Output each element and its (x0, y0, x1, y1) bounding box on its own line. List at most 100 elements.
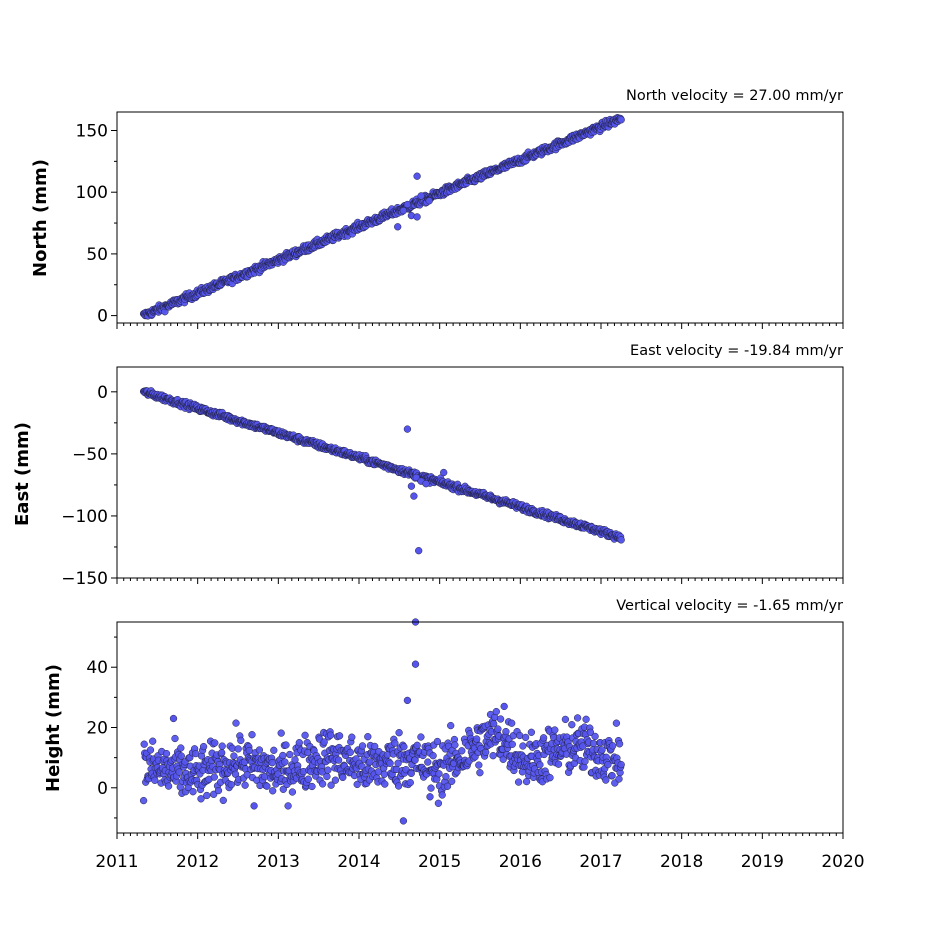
data-point (407, 769, 415, 778)
data-point (609, 742, 617, 750)
data-point (615, 775, 623, 783)
outlier-point (425, 197, 433, 205)
outlier-point (422, 480, 430, 488)
data-point (591, 732, 599, 741)
east-y-axis-label: East (mm) (12, 422, 33, 526)
y-tick-label: −150 (61, 569, 108, 589)
data-point (203, 791, 211, 800)
data-point (527, 728, 536, 736)
east-panel: East velocity = -19.84 mm/yr East (mm) 0… (12, 343, 844, 589)
x-tick-label: 2020 (821, 852, 864, 872)
x-tick-label: 2018 (660, 852, 703, 872)
data-point (391, 739, 399, 747)
data-point (324, 766, 332, 774)
outlier-point (413, 172, 421, 180)
data-point (171, 734, 179, 743)
outlier-point (415, 547, 423, 555)
data-point (146, 746, 155, 754)
data-point (473, 735, 481, 743)
data-point (582, 715, 590, 723)
data-point (234, 745, 242, 753)
data-point (521, 733, 530, 742)
data-point (237, 736, 245, 745)
data-point (288, 788, 297, 796)
data-point (308, 782, 316, 791)
data-point (447, 721, 455, 730)
outlier-point (169, 714, 178, 723)
height-data-points (139, 618, 625, 825)
height-panel: Vertical velocity = -1.65 mm/yr Height (… (43, 598, 844, 839)
data-point (413, 741, 421, 749)
height-panel-title: Vertical velocity = -1.65 mm/yr (616, 598, 843, 614)
data-point (214, 786, 223, 795)
data-point (232, 719, 240, 727)
data-point (442, 772, 450, 781)
outlier-point (440, 468, 448, 477)
data-point (429, 752, 437, 760)
north-plot-frame (116, 111, 844, 324)
data-point (615, 740, 624, 748)
y-tick-label: 20 (86, 719, 108, 739)
x-tick-label: 2011 (95, 852, 138, 872)
data-point (211, 739, 219, 747)
north-data-points (139, 114, 625, 320)
outlier-point (399, 817, 408, 825)
data-point (381, 780, 389, 788)
data-point (301, 731, 309, 739)
data-point (554, 760, 563, 768)
x-tick-label: 2015 (418, 852, 461, 872)
data-point (406, 778, 414, 787)
y-tick-label: 40 (86, 658, 108, 678)
data-point (546, 774, 554, 782)
data-point (589, 739, 598, 748)
y-tick-label: −100 (61, 507, 108, 527)
data-point (551, 726, 559, 734)
data-point (241, 781, 249, 789)
data-point (270, 746, 278, 754)
y-tick-label: 0 (97, 307, 108, 327)
data-point (281, 758, 289, 766)
north-y-ticks: 0 50 100 150 (76, 122, 844, 329)
outlier-point (426, 793, 434, 801)
data-point (248, 731, 256, 739)
data-point (227, 781, 235, 789)
data-point (380, 770, 388, 778)
data-point (318, 780, 327, 788)
outlier-point (250, 802, 258, 810)
data-point (514, 778, 523, 786)
data-point (339, 773, 347, 782)
data-point (458, 747, 466, 755)
y-tick-label: −50 (72, 445, 108, 465)
data-point (581, 757, 589, 765)
x-tick-label: 2014 (337, 852, 380, 872)
outlier-point (417, 192, 425, 200)
y-tick-label: 100 (76, 183, 108, 203)
data-point (151, 776, 159, 784)
data-point (536, 761, 544, 769)
data-point (476, 769, 484, 777)
data-point (326, 731, 335, 739)
data-point (164, 782, 173, 790)
data-point (394, 782, 403, 790)
x-tick-label: 2013 (257, 852, 300, 872)
data-point (284, 802, 292, 810)
north-y-axis-label: North (mm) (30, 159, 51, 277)
east-plot-frame (116, 366, 844, 579)
data-point (139, 796, 148, 805)
data-point (279, 751, 287, 760)
east-data-points (139, 387, 625, 555)
data-point (140, 740, 148, 748)
data-point (400, 743, 408, 751)
height-y-axis-label: Height (mm) (43, 664, 64, 792)
outlier-point (410, 492, 418, 500)
data-point (263, 782, 271, 790)
data-point (149, 737, 157, 745)
outlier-point (399, 207, 408, 215)
data-point (573, 714, 582, 722)
data-point (304, 775, 312, 783)
data-point (219, 796, 227, 805)
data-point (277, 729, 285, 737)
data-point (199, 742, 208, 751)
outlier-point (403, 696, 412, 705)
data-point (335, 732, 344, 740)
